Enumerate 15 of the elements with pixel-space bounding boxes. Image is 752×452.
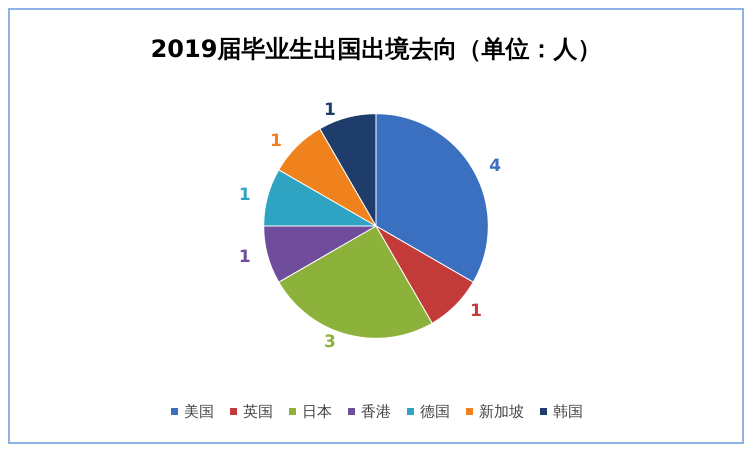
legend-label: 韩国	[553, 402, 583, 420]
legend-label: 英国	[243, 402, 273, 420]
data-label: 1	[470, 301, 482, 322]
legend-label: 德国	[420, 402, 450, 420]
data-label: 1	[270, 130, 282, 151]
data-label: 3	[324, 332, 336, 352]
data-label: 1	[238, 184, 251, 205]
data-label: 1	[324, 100, 336, 120]
legend-label: 日本	[302, 402, 332, 420]
legend-label: 美国	[184, 402, 214, 420]
legend-label: 新加坡	[479, 402, 524, 420]
data-label: 1	[238, 247, 251, 268]
legend-label: 香港	[361, 402, 391, 420]
chart-title: 2019届毕业生出国出境去向（单位：人）	[150, 35, 602, 63]
data-label: 4	[489, 156, 502, 176]
